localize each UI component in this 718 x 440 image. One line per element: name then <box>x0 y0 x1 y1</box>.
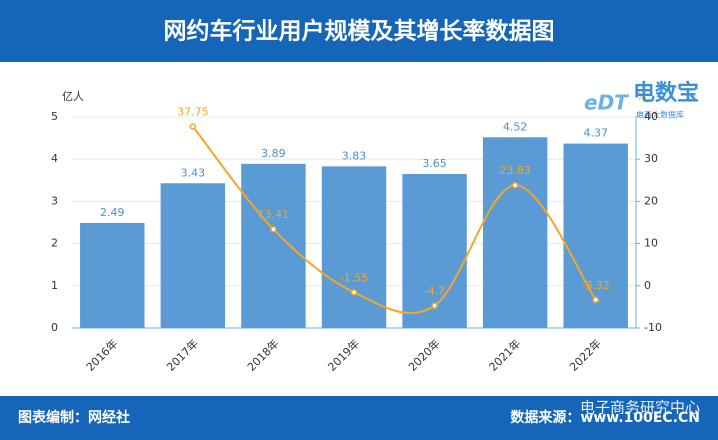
bar-value-label: 4.37 <box>583 127 608 140</box>
bar <box>241 163 306 328</box>
bar-value-label: 3.83 <box>342 149 367 162</box>
header-band <box>0 0 718 62</box>
y2-tick-label: 30 <box>644 152 658 165</box>
bar-value-label: 3.65 <box>422 157 447 170</box>
growth-point <box>189 123 197 130</box>
growth-value-label: -3.32 <box>581 279 609 292</box>
y-tick-label: 3 <box>51 194 58 207</box>
footer-right: 数据来源：www.100EC.CN <box>510 409 700 426</box>
y2-axis-label: % <box>636 90 646 103</box>
logo-name: 电数宝 <box>633 80 699 106</box>
growth-value-label: -4.7 <box>424 285 445 298</box>
logo-tagline: 电商大数据库 <box>636 110 684 120</box>
growth-value-label: -1.55 <box>340 271 368 284</box>
y-tick-label: 1 <box>51 279 58 292</box>
y2-tick-label: -10 <box>644 321 662 334</box>
growth-value-label: 13.41 <box>258 208 290 221</box>
growth-point <box>270 225 277 233</box>
growth-point <box>350 289 358 296</box>
bar <box>402 173 467 328</box>
bar <box>321 166 387 328</box>
y2-tick-label: 0 <box>644 279 651 292</box>
growth-value-label: 37.75 <box>177 105 209 118</box>
y-tick-label: 5 <box>51 110 58 123</box>
bar-value-label: 2.49 <box>100 206 125 219</box>
y-tick-label: 2 <box>51 237 58 250</box>
bar <box>160 183 226 328</box>
growth-point <box>511 181 519 189</box>
y2-tick-label: 20 <box>644 194 658 207</box>
bar-value-label: 4.52 <box>503 120 528 133</box>
footer-left: 图表编制：网经社 <box>18 409 130 426</box>
y-axis-label: 亿人 <box>62 90 84 103</box>
logo-mark: eDT <box>584 91 629 115</box>
y2-tick-label: 10 <box>644 237 658 250</box>
bar <box>482 137 548 328</box>
bar-value-label: 3.89 <box>261 147 286 160</box>
chart-title: 网约车行业用户规模及其增长率数据图 <box>164 18 555 45</box>
growth-value-label: 23.83 <box>499 164 531 177</box>
growth-line <box>192 125 597 315</box>
footer-band <box>0 396 718 440</box>
watermark: 电子商务研究中心 <box>580 399 700 417</box>
bar-value-label: 3.43 <box>181 166 206 179</box>
bar <box>80 222 145 328</box>
y-tick-label: 4 <box>51 152 58 165</box>
growth-point <box>431 302 438 309</box>
y2-tick-label: 40 <box>644 110 658 123</box>
growth-point <box>592 296 599 304</box>
y-tick-label: 0 <box>51 321 58 334</box>
